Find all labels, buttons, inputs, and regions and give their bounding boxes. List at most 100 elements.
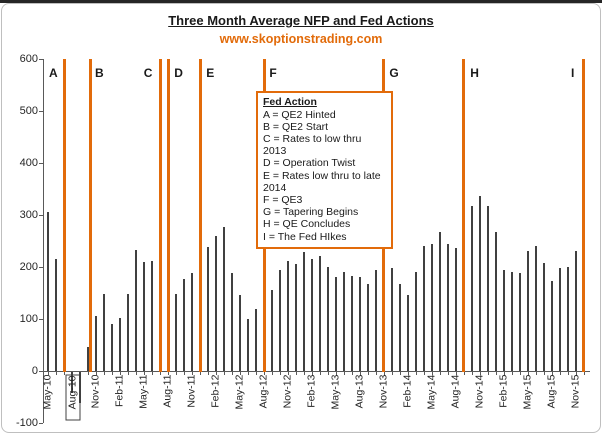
legend-item: C = Rates to low thru 2013 [263, 132, 362, 158]
bar [94, 316, 98, 371]
chart-subtitle: www.skoptionstrading.com [219, 32, 383, 46]
x-axis-tick [343, 372, 345, 375]
bar [366, 283, 370, 371]
y-axis-line [43, 59, 44, 423]
x-axis-tick [111, 372, 113, 375]
x-axis-tick [95, 372, 97, 375]
y-axis-tick-label: 600 [19, 53, 38, 65]
x-axis-tick [303, 372, 305, 375]
y-axis-tick-label: 100 [19, 313, 38, 325]
bar [254, 309, 258, 371]
x-axis-tick [223, 372, 225, 375]
x-axis-tick [431, 372, 433, 375]
bar [286, 260, 290, 371]
x-axis-tick-label: Aug-13 [353, 374, 366, 409]
x-axis-tick-label: Feb-12 [209, 374, 222, 408]
x-axis-tick [575, 372, 577, 375]
bar [110, 324, 114, 371]
bar [238, 295, 242, 371]
x-axis-tick [399, 372, 401, 375]
bar [334, 277, 338, 371]
bar [406, 295, 410, 371]
x-axis-tick [367, 372, 369, 375]
bar [470, 205, 474, 371]
bar [174, 294, 178, 371]
x-axis-tick [215, 372, 217, 375]
bar [566, 267, 570, 371]
bar [326, 267, 330, 371]
bar [78, 372, 82, 404]
bar [142, 261, 146, 371]
x-axis-tick [183, 372, 185, 375]
fed-action-line [198, 59, 202, 372]
bar [206, 247, 210, 371]
x-axis-tick-label: Nov-12 [281, 374, 294, 409]
x-axis-tick [383, 372, 385, 375]
bar [526, 251, 530, 371]
legend-item: G = Tapering Begins [263, 206, 359, 219]
x-axis-tick [551, 372, 553, 375]
y-axis-tick [39, 111, 43, 112]
bar [214, 235, 218, 371]
x-axis-tick [263, 372, 265, 375]
bar [438, 232, 442, 371]
x-axis-tick [583, 372, 585, 375]
y-axis-tick [39, 59, 43, 60]
bar [478, 195, 482, 371]
x-axis-tick [175, 372, 177, 375]
x-axis-tick [415, 372, 417, 375]
fed-action-letter: G [389, 66, 399, 80]
x-axis-tick [503, 372, 505, 375]
x-axis-tick [455, 372, 457, 375]
x-axis-tick-label: May-15 [521, 374, 534, 410]
fed-action-line [167, 59, 171, 372]
x-axis-tick-label: Feb-15 [497, 374, 510, 408]
x-axis-tick [447, 372, 449, 375]
x-axis-tick-label: Aug-10 [65, 374, 81, 421]
x-axis-tick-label: Aug-14 [449, 374, 462, 409]
fed-action-letter: B [95, 66, 104, 80]
x-axis-tick [47, 372, 49, 375]
y-axis-tick-label: 0 [31, 365, 38, 377]
bar [342, 272, 346, 371]
bar [134, 249, 138, 371]
x-axis-tick [463, 372, 465, 375]
x-axis-tick [207, 372, 209, 375]
x-axis-tick [279, 372, 281, 375]
x-axis-tick-label: Nov-13 [377, 374, 390, 409]
bar [486, 205, 490, 371]
x-axis-tick-label: May-10 [41, 374, 54, 410]
fed-action-letter: C [143, 66, 153, 80]
bar [550, 280, 554, 371]
y-axis-tick [39, 267, 43, 268]
y-axis-tick-label: 400 [19, 157, 38, 169]
x-axis-line [43, 371, 590, 372]
x-axis-tick [471, 372, 473, 375]
bar [86, 347, 90, 371]
x-axis-tick [255, 372, 257, 375]
x-axis-tick-label: Nov-15 [569, 374, 582, 409]
x-axis-tick [519, 372, 521, 375]
x-axis-tick-label: Nov-11 [185, 374, 198, 408]
x-axis-tick-label: May-14 [425, 374, 438, 410]
bar [302, 252, 306, 371]
x-axis-tick [135, 372, 137, 375]
fed-action-letter: D [174, 66, 183, 80]
x-axis-tick [535, 372, 537, 375]
x-axis-tick [479, 372, 481, 375]
x-axis-tick [487, 372, 489, 375]
fed-action-letter: I [571, 66, 575, 80]
bar [182, 278, 186, 371]
x-axis-tick-label: Aug-12 [257, 374, 270, 409]
y-axis-tick [39, 163, 43, 164]
bar [414, 272, 418, 371]
bar [454, 247, 458, 371]
bar [542, 263, 546, 371]
bar [510, 272, 514, 371]
x-axis-tick [327, 372, 329, 375]
x-axis-tick [407, 372, 409, 375]
x-axis-tick [63, 372, 65, 375]
bar [398, 284, 402, 371]
legend-item: A = QE2 Hinted [263, 108, 336, 121]
